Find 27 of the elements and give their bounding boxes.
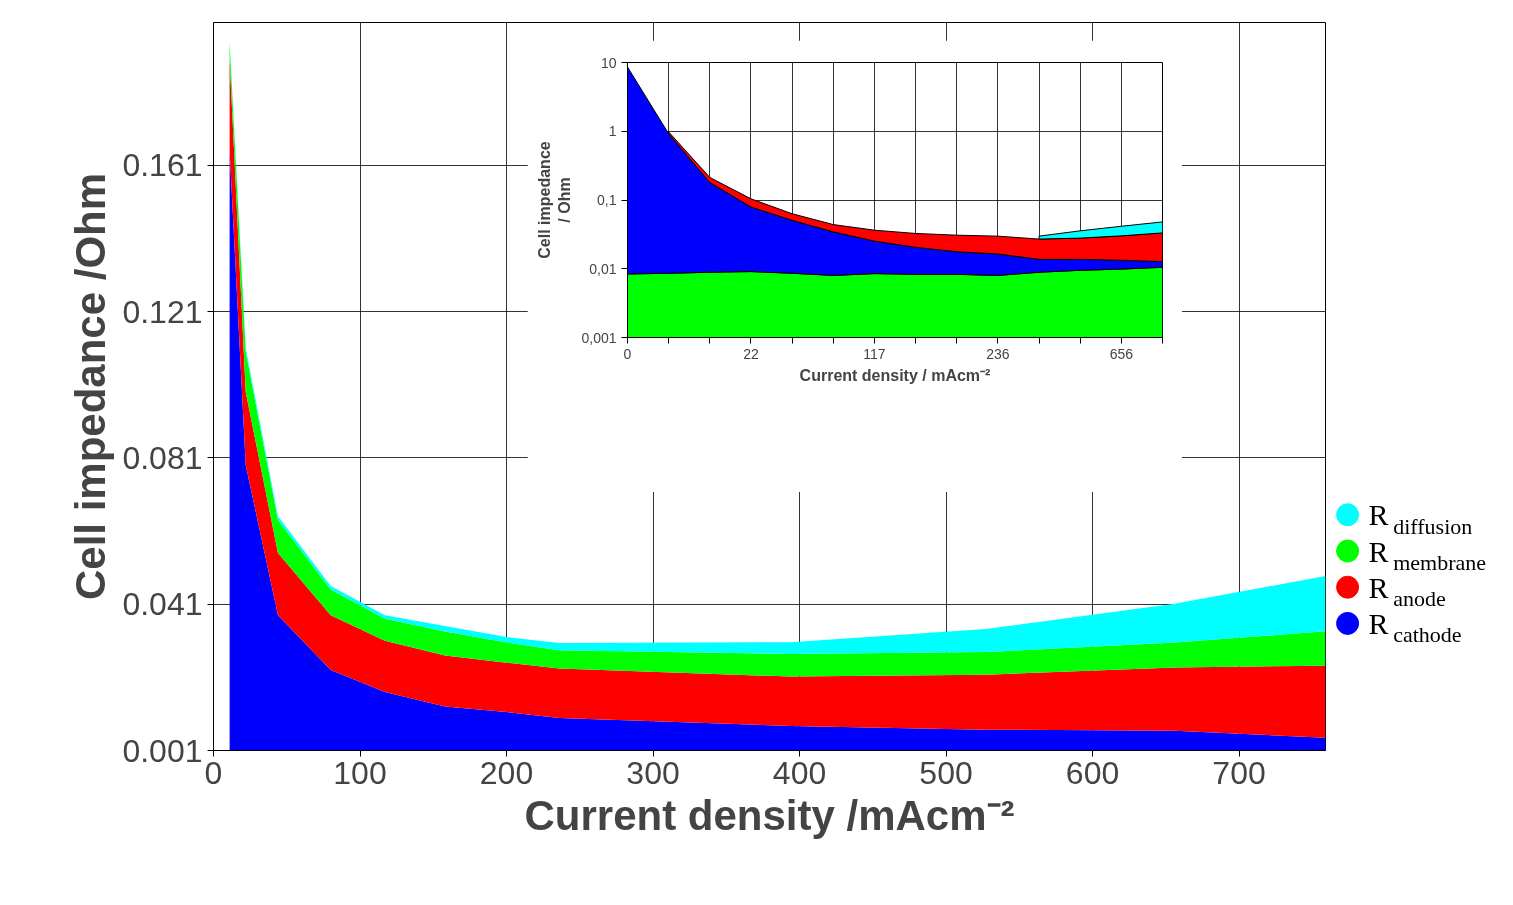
y-tick-label: 0,1	[597, 192, 617, 208]
y-tick-label: 0,001	[581, 329, 617, 346]
x-tick-label: 700	[1212, 754, 1266, 791]
y-tick-label: 0.121	[122, 293, 203, 330]
y-tick-label: 0,01	[589, 260, 617, 277]
x-tick-label: 600	[1065, 754, 1120, 791]
x-tick-label: 500	[919, 754, 973, 791]
y-tick-label: 0.041	[122, 586, 203, 623]
y-tick-label: 0.161	[122, 147, 203, 184]
y-axis-title: Cell impedance /Ohm	[67, 172, 115, 601]
x-tick-label: 200	[479, 754, 534, 791]
y-tick-label: 0.001	[122, 732, 203, 769]
x-tick-label: 100	[333, 754, 387, 791]
y-tick-label: 0.081	[122, 439, 203, 476]
x-tick-label: 300	[626, 754, 680, 791]
x-tick-label: 656	[1109, 345, 1134, 362]
x-axis-title: Current density /mAcm⁻²	[524, 791, 1015, 839]
x-tick-label: 400	[772, 754, 827, 791]
x-tick-label: 0	[204, 754, 223, 791]
x-tick-label: 236	[986, 345, 1010, 362]
x-axis-title: Current density / mAcm⁻²	[799, 366, 991, 384]
y-tick-label: 1	[608, 123, 617, 140]
y-axis-title: Cell impedance / Ohm	[536, 141, 574, 259]
y-tick-label: 10	[600, 54, 617, 71]
x-tick-label: 117	[863, 345, 886, 362]
x-tick-label: 22	[743, 345, 759, 362]
x-tick-label: 0	[623, 345, 632, 362]
